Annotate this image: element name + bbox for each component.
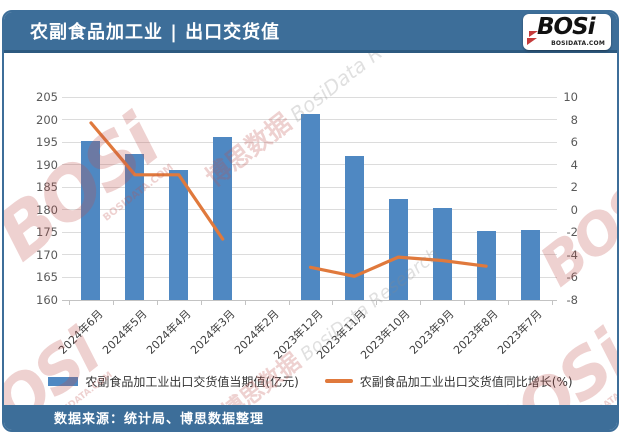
bar <box>213 137 233 300</box>
x-axis-label: 2023年7月 <box>495 307 545 357</box>
x-axis-label: 2024年5月 <box>99 307 150 357</box>
x-axis-label: 2024年3月 <box>187 307 238 357</box>
x-axis-tick <box>112 300 114 305</box>
x-axis-tick <box>332 300 334 305</box>
x-axis-tick <box>552 300 553 305</box>
x-axis-tick <box>200 300 202 305</box>
legend-bar-swatch <box>48 376 79 386</box>
y-axis-label-left: 170 <box>36 247 58 262</box>
bar <box>520 229 540 300</box>
legend-item: 农副食品加工业出口交货值同比增长(%) <box>324 373 573 390</box>
logo-red-triangle-icon <box>529 31 538 37</box>
logo-wordmark: BOSi <box>537 14 596 40</box>
x-axis-tick <box>244 300 246 305</box>
y-axis-label-right: -8 <box>566 293 578 307</box>
y-axis-label-right: 2 <box>570 180 578 195</box>
logo-domain-text: BOSIDATA.COM <box>551 40 605 47</box>
bar <box>432 207 452 300</box>
x-axis-label: 2024年4月 <box>143 307 194 357</box>
y-axis-label-left: 185 <box>36 180 58 195</box>
x-axis-tick <box>156 300 158 305</box>
x-axis-tick <box>376 300 378 305</box>
bar <box>81 140 101 300</box>
x-axis-label: 2023年9月 <box>407 307 457 357</box>
gridline <box>62 96 557 98</box>
y-axis-label-right: -4 <box>566 247 578 262</box>
y-axis-label-right: -6 <box>566 270 578 285</box>
gridline <box>62 299 557 301</box>
legend-label: 农副食品加工业出口交货值当期值(亿元) <box>85 374 299 389</box>
legend-label: 农副食品加工业出口交货值同比增长(%) <box>359 374 573 389</box>
bar <box>301 114 320 300</box>
y-axis-label-right: 0 <box>570 202 578 217</box>
x-axis-tick <box>508 300 510 305</box>
data-source-text: 数据来源：统计局、博思数据整理 <box>54 412 265 427</box>
y-axis-label-right: 10 <box>563 90 578 104</box>
bar <box>388 199 408 300</box>
x-axis-tick <box>288 300 290 305</box>
y-axis-label-left: 190 <box>36 157 58 172</box>
y-axis-label-left: 160 <box>36 293 58 307</box>
y-axis-label-left: 200 <box>36 112 58 127</box>
y-axis-label-left: 175 <box>36 225 58 240</box>
legend-line-swatch <box>324 379 353 383</box>
bar <box>169 170 189 300</box>
y-axis-label-left: 195 <box>36 135 58 150</box>
y-axis-label-right: 6 <box>570 135 578 150</box>
x-axis-label: 2023年8月 <box>451 307 501 357</box>
bar <box>476 230 496 300</box>
header-bar: 农副食品加工业 | 出口交货值 BOSi BOSIDATA.COM <box>4 12 617 53</box>
x-axis-label: 2024年6月 <box>56 307 106 357</box>
legend-item: 农副食品加工业出口交货值当期值(亿元) <box>48 373 299 390</box>
chart-legend: 农副食品加工业出口交货值当期值(亿元) 农副食品加工业出口交货值同比增长(%) <box>0 372 621 390</box>
y-axis-label-left: 180 <box>36 202 58 217</box>
y-axis-label-left: 165 <box>36 270 58 285</box>
logo-red-triangle-icon <box>527 38 537 45</box>
y-axis-label-right: 4 <box>570 157 578 172</box>
y-axis-label-right: -2 <box>566 225 578 240</box>
y-axis-label-left: 205 <box>36 90 58 104</box>
bar <box>344 155 364 300</box>
bosi-logo: BOSi BOSIDATA.COM <box>523 14 611 50</box>
x-axis-tick <box>69 300 70 305</box>
x-axis-tick <box>464 300 466 305</box>
x-axis-tick <box>420 300 422 305</box>
bar <box>125 153 145 300</box>
page-title: 农副食品加工业 | 出口交货值 <box>30 22 281 43</box>
footer-bar: 数据来源：统计局、博思数据整理 <box>4 405 617 430</box>
y-axis-label-right: 8 <box>570 112 578 127</box>
